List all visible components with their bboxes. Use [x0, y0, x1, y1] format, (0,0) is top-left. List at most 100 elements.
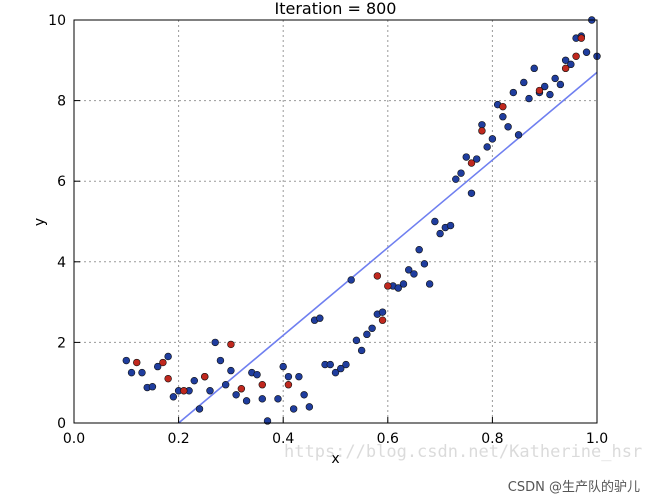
blue-data-point — [446, 221, 455, 230]
y-ticks: 0 2 4 6 8 10 — [48, 13, 80, 432]
blue-data-point — [394, 284, 402, 292]
blue-data-point — [347, 276, 355, 284]
red-data-point — [577, 34, 586, 42]
blue-data-point — [127, 368, 136, 377]
y-tick-label: 0 — [57, 416, 66, 432]
blue-data-point — [148, 383, 157, 391]
blue-data-point — [368, 324, 376, 332]
blue-data-point — [352, 336, 361, 345]
blue-data-point — [242, 397, 251, 405]
blue-data-point — [483, 143, 491, 151]
blue-data-point — [431, 217, 439, 226]
blue-data-point — [153, 362, 162, 371]
red-data-point — [499, 102, 507, 111]
blue-data-point — [206, 387, 214, 395]
blue-data-point — [530, 64, 538, 73]
blue-data-point — [331, 368, 340, 377]
blue-data-point — [221, 381, 230, 389]
x-tick-label: 0.6 — [377, 431, 399, 447]
plot-frame — [73, 19, 598, 424]
grid — [73, 19, 598, 424]
blue-data-point — [295, 372, 303, 381]
blue-data-point — [520, 78, 528, 87]
blue-data-point — [300, 391, 308, 399]
blue-data-point — [363, 330, 371, 339]
red-data-point — [164, 374, 172, 383]
blue-data-point — [473, 155, 481, 163]
blue-data-point — [326, 360, 334, 369]
blue-data-point — [195, 405, 204, 413]
blue-data-point — [504, 123, 512, 131]
y-tick-label: 10 — [48, 13, 66, 29]
red-data-point — [133, 358, 141, 367]
blue-data-point — [488, 135, 497, 143]
blue-data-point — [420, 260, 429, 268]
blue-data-point — [232, 391, 240, 399]
red-data-point — [572, 52, 580, 60]
blue-data-point — [509, 88, 518, 97]
points-layer — [122, 16, 601, 425]
red-data-point — [373, 272, 382, 280]
blue-data-point — [540, 82, 549, 91]
blue-data-point — [284, 372, 293, 381]
blue-data-point — [357, 346, 366, 355]
y-tick-label: 8 — [57, 94, 66, 110]
blue-data-point — [227, 366, 235, 375]
blue-data-point — [462, 153, 470, 161]
blue-data-point — [122, 356, 131, 365]
blue-data-point — [525, 94, 533, 103]
red-data-point — [378, 316, 387, 324]
y-tick-label: 6 — [57, 174, 66, 190]
blue-data-point — [551, 74, 559, 83]
x-tick-label: 1.0 — [586, 431, 608, 447]
fit-line-layer — [178, 71, 598, 424]
blue-data-point — [399, 280, 408, 288]
red-data-point — [384, 282, 392, 290]
blue-data-point — [211, 338, 219, 347]
blue-data-point — [342, 360, 350, 369]
fit-line — [178, 71, 598, 424]
red-data-point — [201, 372, 209, 381]
blue-data-point — [452, 175, 460, 183]
blue-data-point — [216, 356, 225, 365]
blue-data-point — [169, 393, 178, 401]
blue-data-point — [138, 368, 146, 377]
blue-data-point — [164, 352, 172, 361]
blue-data-point — [305, 403, 314, 411]
x-tick-label: 0.4 — [272, 431, 294, 447]
red-data-point — [227, 340, 235, 349]
red-data-point — [561, 64, 570, 73]
blue-data-point — [258, 395, 266, 403]
y-axis-label: y — [32, 218, 48, 226]
blue-data-point — [378, 308, 387, 316]
x-ticks: 0.0 0.2 0.4 0.6 0.8 1.0 — [63, 417, 608, 447]
blue-data-point — [410, 270, 418, 278]
blue-data-point — [274, 395, 282, 403]
blue-data-point — [436, 229, 444, 238]
x-tick-label: 0.0 — [63, 431, 85, 447]
blue-data-point — [567, 60, 575, 69]
blue-data-point — [405, 266, 413, 274]
red-data-point — [284, 381, 293, 389]
blue-data-point — [316, 314, 324, 322]
x-tick-label: 0.2 — [167, 431, 189, 447]
blue-data-point — [457, 169, 465, 177]
blue-data-point — [289, 405, 298, 413]
x-tick-label: 0.8 — [481, 431, 503, 447]
red-data-point — [237, 385, 246, 393]
watermark: https://blog.csdn.net/Katherine_hsr — [284, 442, 643, 462]
red-data-point — [535, 86, 544, 95]
blue-data-point — [279, 362, 287, 371]
blue-data-point — [556, 80, 565, 89]
red-data-point — [478, 127, 486, 135]
red-data-point — [159, 358, 167, 367]
blue-data-point — [467, 189, 476, 197]
blue-data-point — [582, 48, 591, 56]
red-data-point — [258, 381, 266, 389]
blue-data-point — [499, 113, 507, 121]
blue-data-point — [337, 364, 345, 373]
blue-data-point — [561, 56, 570, 64]
red-data-point — [467, 159, 476, 167]
blue-data-point — [425, 280, 434, 288]
